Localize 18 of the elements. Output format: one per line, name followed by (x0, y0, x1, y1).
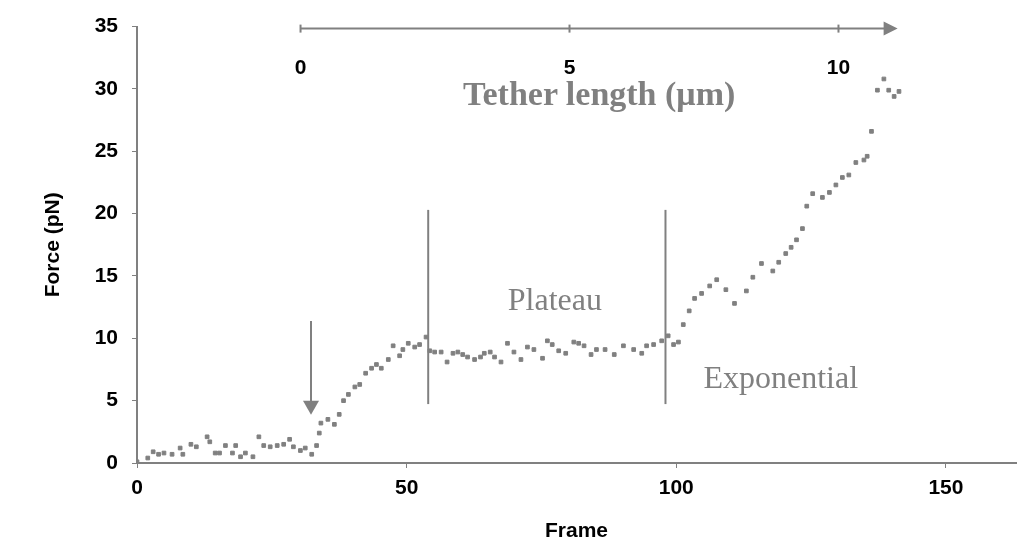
x-tick-label: 150 (928, 475, 964, 499)
x-axis-title: Frame (544, 518, 609, 542)
x2-tick-label: 10 (826, 55, 851, 79)
x2-tick-label: 0 (294, 55, 307, 79)
x-tick-label: 100 (658, 475, 694, 499)
annotation: Exponential (703, 359, 859, 396)
y-tick-label: 25 (94, 138, 119, 162)
y-tick-label: 0 (106, 449, 118, 473)
y-tick-label: 30 (94, 75, 118, 99)
y-tick-label: 5 (106, 387, 119, 411)
y-axis-title: Force (pN) (40, 192, 64, 298)
x-tick-label: 50 (394, 475, 419, 499)
x-tick-label: 0 (131, 475, 143, 499)
y-tick-label: 35 (94, 13, 119, 37)
y-tick-label: 20 (94, 200, 118, 224)
y-tick-label: 10 (94, 325, 118, 349)
annotation: Plateau (507, 280, 602, 317)
y-tick-label: 15 (94, 262, 119, 286)
